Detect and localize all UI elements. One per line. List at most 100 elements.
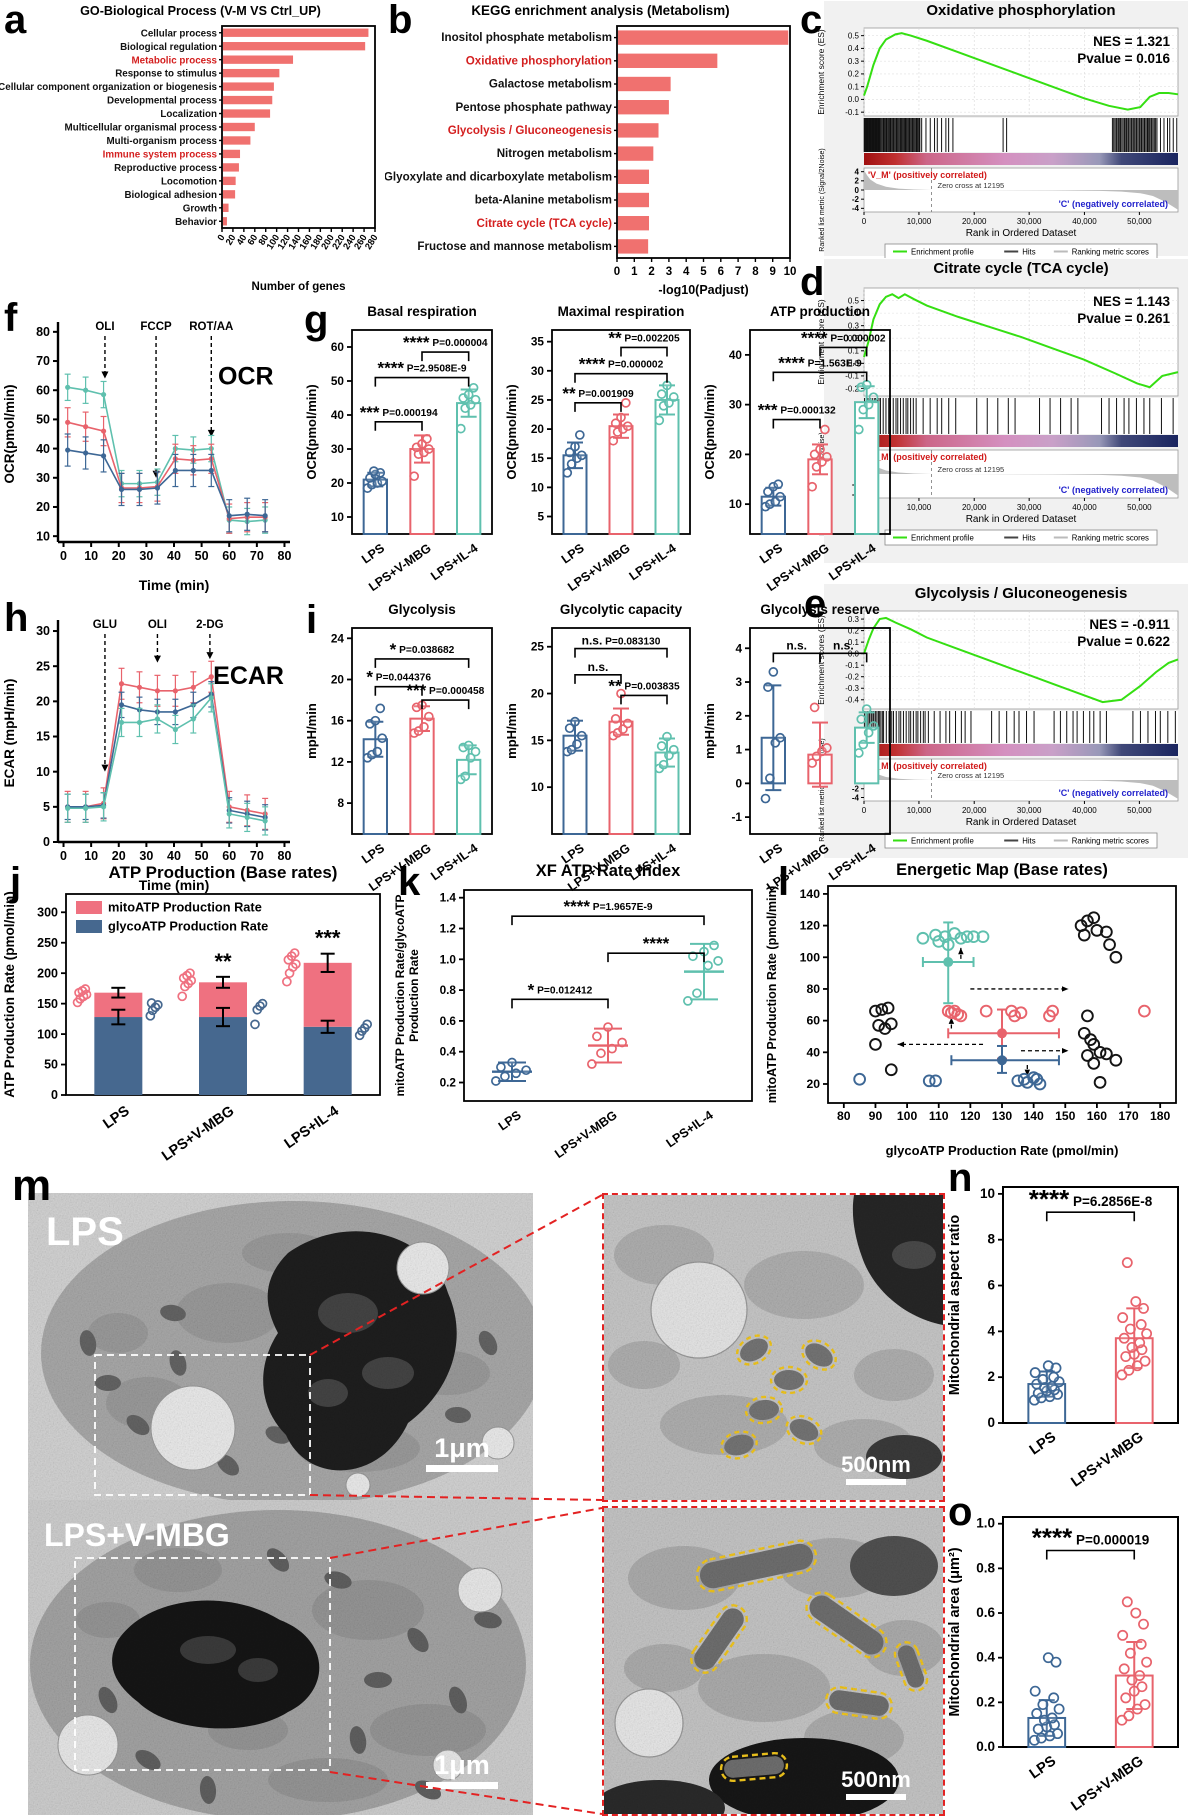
data-point xyxy=(172,709,178,715)
rank-color-band xyxy=(864,744,1178,756)
category-label: Biological regulation xyxy=(120,42,217,53)
scale-label: 500nm xyxy=(841,1767,911,1792)
sig-bracket xyxy=(1045,1211,1136,1222)
group-label: LPS xyxy=(359,541,387,566)
x-tick-label: 40 xyxy=(167,549,181,563)
y-tick-label: 1.0 xyxy=(976,1516,995,1531)
arrowhead-icon xyxy=(958,947,964,955)
y-tick-label: 30 xyxy=(331,442,345,456)
data-point xyxy=(1052,1728,1064,1740)
legend-item: mitoATP Production Rate xyxy=(108,900,262,915)
data-point xyxy=(1117,1312,1129,1324)
data-point xyxy=(286,951,297,961)
category-label: Growth xyxy=(183,203,217,214)
es-tick-label: -0.1 xyxy=(845,372,859,381)
bar xyxy=(223,122,255,132)
data-point xyxy=(596,1048,606,1059)
x-tick-label: 150 xyxy=(1055,1109,1076,1123)
y-tick-label: 0.8 xyxy=(976,1560,995,1575)
bar xyxy=(223,82,274,91)
y-axis-label: mpH/min xyxy=(702,703,717,759)
y-tick-label: 10 xyxy=(531,480,545,494)
sig-bracket xyxy=(574,647,668,658)
sig-label: **** P=2.9508E-9 xyxy=(377,359,466,378)
group-label: LPS xyxy=(1027,1429,1060,1458)
bar xyxy=(618,123,659,138)
pvalue-value: Pvalue = 0.622 xyxy=(1077,634,1170,649)
em-image-m2: LPS+V-MBG 1μm xyxy=(28,1500,533,1815)
data-point xyxy=(65,447,71,453)
y-axis-label: mitoATP Production Rate/glycoATP xyxy=(393,894,407,1096)
y-tick-label: 10 xyxy=(531,780,545,794)
y-axis-label: Mitochondrial aspect ratio xyxy=(947,1215,963,1396)
data-point xyxy=(1093,1045,1107,1059)
bar xyxy=(223,176,236,186)
x-tick-label: 80 xyxy=(837,1109,851,1123)
category-label: Cellular process xyxy=(141,28,218,39)
data-point xyxy=(688,951,698,962)
data-point xyxy=(1087,911,1101,925)
mito-bar xyxy=(303,962,352,1027)
data-point xyxy=(1138,1618,1149,1630)
sig-bracket xyxy=(574,674,622,684)
data-point xyxy=(262,513,268,519)
sig-bracket xyxy=(819,652,868,663)
data-point xyxy=(208,467,214,474)
data-point xyxy=(409,471,420,482)
legend-item: glycoATP Production Rate xyxy=(108,919,268,934)
panel-letter-n: n xyxy=(948,1156,973,1200)
data-point xyxy=(83,805,89,811)
y-tick-label: 60 xyxy=(331,340,345,354)
data-point xyxy=(146,998,157,1008)
sig-label: **** P=0.000002 xyxy=(579,355,664,374)
x-tick-label: 0 xyxy=(60,549,67,563)
chart-title: GO-Biological Process (V-M VS Ctrl_UP) xyxy=(80,4,321,18)
chart-g1: Basal respiration OCR(pmol/min) 10 20 30 40 50… xyxy=(304,304,493,594)
gsea-legend xyxy=(884,832,1158,849)
data-point xyxy=(244,814,250,820)
panel-letter-a: a xyxy=(4,0,27,42)
data-point xyxy=(496,1062,506,1072)
data-point xyxy=(100,428,107,434)
category-label: Cellular component organization or bioge… xyxy=(0,82,218,93)
data-point xyxy=(377,733,388,744)
data-point xyxy=(190,684,196,690)
data-point xyxy=(208,674,214,680)
y-axis-label: mitoATP Production Rate (pmol/min) xyxy=(765,886,779,1104)
category-label: Response to stimulus xyxy=(115,69,217,80)
legend-item: Hits xyxy=(1022,534,1036,543)
x-tick-label: 20 xyxy=(112,849,126,863)
x-tick-label: 90 xyxy=(869,1109,883,1123)
data-point xyxy=(291,959,301,969)
sig-label: * P=0.012412 xyxy=(528,980,593,999)
plot-frame xyxy=(1002,1186,1179,1424)
panel-l: Energetic Map (Base rates) 20 40 60 80 100 120… xyxy=(762,860,1190,1165)
data-point xyxy=(1048,1692,1060,1704)
x-axis-label: Number of genes xyxy=(252,281,346,293)
legend-item: Enrichment profile xyxy=(911,837,974,846)
group-label: LPS+IL-4 xyxy=(627,541,679,583)
x-axis-label: Time (min) xyxy=(139,877,210,893)
x-tick-label: 10 xyxy=(784,266,797,278)
chart-k: XF ATP Rate Index mitoATP Production Rate… xyxy=(393,862,753,1161)
series-line xyxy=(67,449,266,517)
panel-i3: Glycolysis reserve mpH/min -1 0 1 2 3 4 LPS LPS+V… xyxy=(700,598,900,898)
data-point xyxy=(1118,1332,1130,1344)
es-tick-label: 0.2 xyxy=(848,626,860,635)
x-tick-label: 60 xyxy=(246,233,260,247)
bar xyxy=(223,136,251,145)
data-point xyxy=(868,721,879,731)
data-point xyxy=(1031,1708,1043,1719)
data-point xyxy=(856,714,867,725)
y-tick-label: 0.2 xyxy=(976,1694,995,1709)
x-tick-label: 50 xyxy=(195,849,209,863)
category-label: Nitrogen metabolism xyxy=(497,147,612,160)
data-point xyxy=(616,412,626,423)
x-tick-label: 10,000 xyxy=(907,503,932,512)
y-tick-label: 80 xyxy=(806,982,820,996)
negative-correlated-label: 'C' (negatively correlated) xyxy=(1059,485,1168,495)
data-point xyxy=(863,727,874,738)
data-point xyxy=(1130,1607,1142,1619)
data-point xyxy=(572,453,582,464)
